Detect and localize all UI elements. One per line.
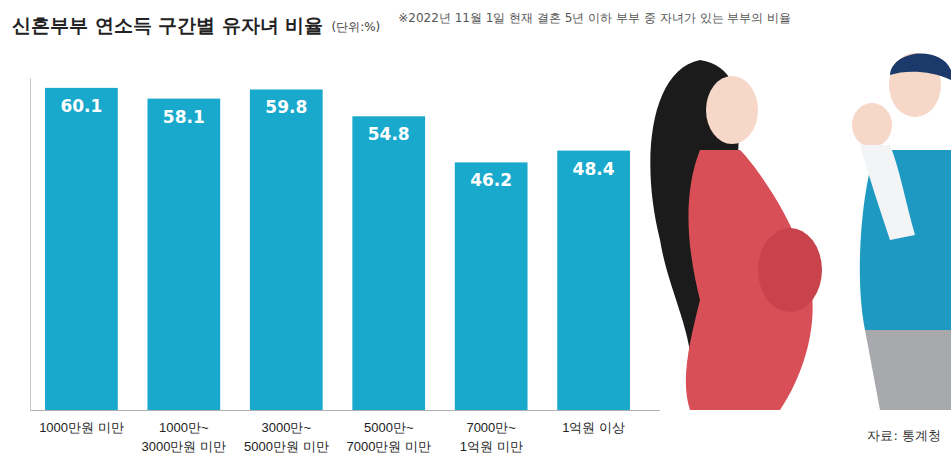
- source: 자료: 통계청: [867, 428, 941, 443]
- y-axis: [30, 78, 31, 410]
- x-tick-label: 7000만~1억원 미만: [460, 420, 523, 454]
- bar: [147, 99, 220, 410]
- data-label: 48.4: [573, 159, 615, 179]
- y-axis-line: [30, 78, 31, 410]
- unit: (단위:%): [331, 20, 380, 34]
- x-tick: 3000만~5000만원 미만: [244, 410, 329, 454]
- pants: [865, 330, 951, 410]
- data-label: 59.8: [265, 97, 307, 117]
- illustration: [650, 53, 951, 410]
- face: [706, 76, 758, 144]
- x-tick: 1억원 이상: [562, 410, 625, 435]
- x-tick-label: 3000만~5000만원 미만: [244, 420, 329, 454]
- bars: [45, 88, 630, 410]
- x-tick: 1000만원 미만: [39, 410, 124, 435]
- x-tick-label: 1000만~3000만원 미만: [142, 420, 227, 454]
- title: 신혼부부 연소득 구간별 유자녀 비율: [12, 14, 323, 36]
- bar: [250, 89, 323, 410]
- baseline: [31, 410, 661, 411]
- x-tick: 5000만~7000만원 미만: [346, 410, 431, 454]
- bar: [45, 88, 118, 410]
- x-tick-label: 5000만~7000만원 미만: [346, 420, 431, 454]
- x-tick-label: 1000만원 미만: [39, 420, 124, 435]
- x-axis: 1000만원 미만 1000만~3000만원 미만 3000만~5000만원 미만 5…: [31, 410, 661, 454]
- bar: [352, 116, 425, 410]
- data-label: 54.8: [368, 124, 410, 144]
- x-tick: 1000만~3000만원 미만: [142, 410, 227, 454]
- bar: [557, 151, 630, 410]
- x-tick-label: 1억원 이상: [562, 420, 625, 435]
- data-label: 46.2: [470, 170, 512, 190]
- data-label: 58.1: [163, 107, 205, 127]
- baby-body: [860, 145, 915, 240]
- x-tick: 7000만~1억원 미만: [460, 410, 523, 454]
- bar: [455, 162, 528, 410]
- belly: [758, 228, 822, 312]
- note: ※2022년 11월 1일 현재 결혼 5년 이하 부부 중 자녀가 있는 부부…: [398, 11, 791, 25]
- data-labels: 60.1 58.1 59.8 54.8 46.2 48.4: [60, 96, 614, 190]
- baby-head: [852, 103, 892, 147]
- hair: [890, 54, 951, 80]
- data-label: 60.1: [60, 96, 102, 116]
